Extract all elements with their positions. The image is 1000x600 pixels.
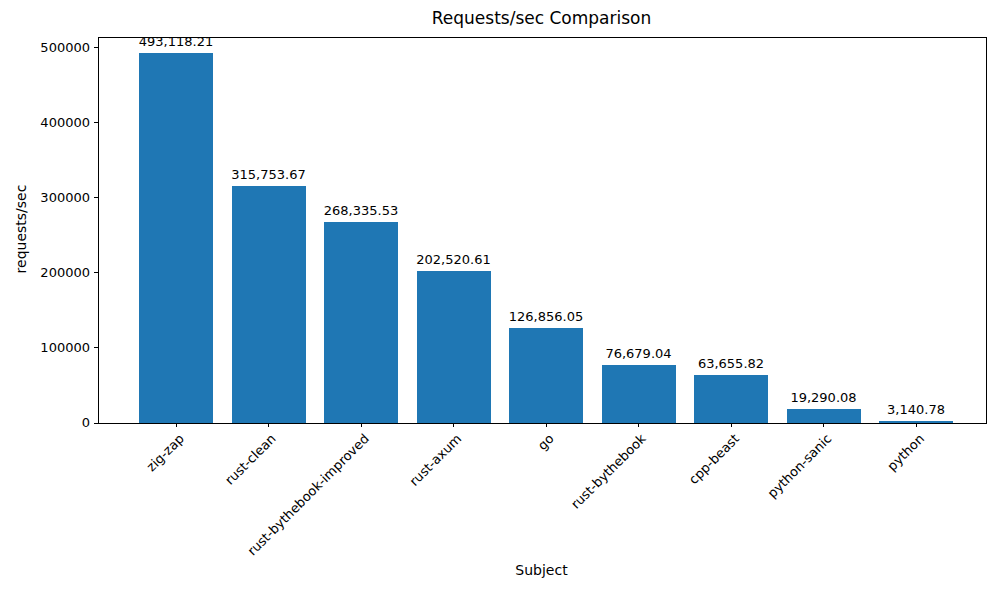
chart-title: Requests/sec Comparison [98, 8, 985, 28]
y-tick-label: 300000 [10, 191, 90, 205]
y-tick-label: 500000 [10, 41, 90, 55]
x-tick-label: go [535, 431, 557, 453]
x-tick-label: zig-zap [143, 431, 186, 474]
y-tick-mark [94, 47, 98, 48]
bar-value-label: 268,335.53 [291, 203, 431, 218]
x-tick-mark [731, 423, 732, 427]
plot-area: 0100000200000300000400000500000493,118.2… [98, 37, 987, 424]
bar-value-label: 3,140.78 [846, 402, 986, 417]
x-tick-mark [453, 423, 454, 427]
bar [509, 328, 583, 423]
x-tick-mark [268, 423, 269, 427]
bar [417, 271, 491, 423]
x-tick-label: cpp-beast [685, 431, 741, 487]
x-tick-mark [823, 423, 824, 427]
bar-value-label: 63,655.82 [661, 356, 801, 371]
bar-value-label: 493,118.21 [106, 34, 246, 49]
bar-value-label: 202,520.61 [384, 252, 524, 267]
bar [139, 53, 213, 423]
x-tick-mark [916, 423, 917, 427]
bar [602, 365, 676, 423]
y-tick-mark [94, 347, 98, 348]
bar [232, 186, 306, 423]
x-tick-label: python-sanic [764, 431, 834, 501]
y-tick-mark [94, 122, 98, 123]
y-tick-mark [94, 272, 98, 273]
x-tick-label: rust-bythebook [568, 431, 649, 512]
x-tick-mark [176, 423, 177, 427]
y-tick-label: 100000 [10, 341, 90, 355]
y-tick-label: 200000 [10, 266, 90, 280]
x-axis-label: Subject [98, 562, 985, 578]
x-tick-mark [546, 423, 547, 427]
x-tick-label: python [884, 431, 927, 474]
x-tick-label: rust-axum [406, 431, 464, 489]
bar-chart-figure: Requests/sec Comparison requests/sec 010… [0, 0, 1000, 600]
y-tick-label: 400000 [10, 116, 90, 130]
x-tick-label: rust-clean [222, 431, 279, 488]
x-tick-mark [361, 423, 362, 427]
y-tick-label: 0 [10, 416, 90, 430]
x-tick-mark [638, 423, 639, 427]
bar-value-label: 126,856.05 [476, 309, 616, 324]
bar-value-label: 315,753.67 [199, 167, 339, 182]
y-tick-mark [94, 423, 98, 424]
y-tick-mark [94, 197, 98, 198]
